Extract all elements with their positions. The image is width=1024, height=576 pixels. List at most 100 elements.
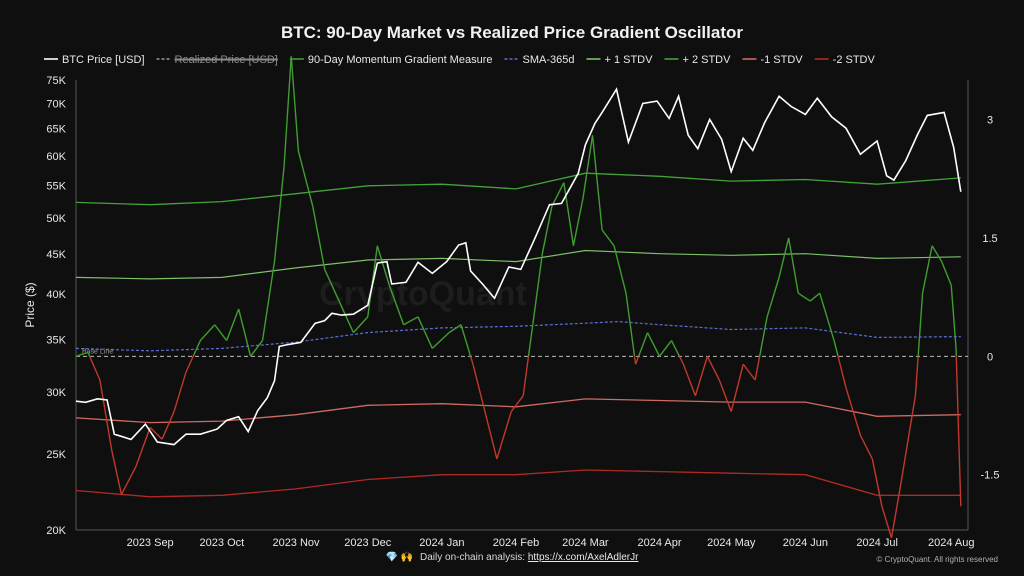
momentum-segment-26: [388, 285, 405, 325]
legend-label-7: -2 STDV: [833, 54, 876, 66]
momentum-segment-35: [510, 395, 524, 413]
momentum-segment-55: [730, 364, 744, 412]
y-axis-label: Price ($): [23, 282, 37, 327]
y-tick-label-8: 60K: [46, 151, 66, 163]
momentum-segment-45: [613, 245, 627, 294]
momentum-segment-8: [173, 371, 187, 412]
momentum-segment-47a: [634, 356, 640, 365]
y-tick-label-10: 70K: [46, 98, 66, 110]
momentum-segment-63: [819, 292, 835, 341]
btc-price-line: [75, 87, 962, 446]
x-tick-label-5: 2024 Feb: [493, 537, 539, 549]
momentum-segment-47b: [637, 332, 649, 357]
momentum-segment-10: [199, 324, 216, 341]
footer-link[interactable]: https://x.com/AxelAdlerJr: [528, 552, 639, 563]
y-tick-label-1: 25K: [46, 449, 66, 461]
momentum-segment-75: [950, 285, 957, 349]
momentum-segment-0: [75, 351, 89, 357]
x-tick-label-7: 2024 Apr: [637, 537, 681, 549]
momentum-segment-18: [290, 56, 300, 152]
momentum-segment-62: [809, 292, 821, 302]
x-tick-label-8: 2024 May: [707, 537, 756, 549]
y-tick-label-5: 45K: [46, 249, 66, 261]
y-tick-label-3: 35K: [46, 334, 66, 346]
y2-tick-label-0: 3: [987, 114, 993, 126]
momentum-segment-1b: [89, 356, 101, 381]
y2-tick-label-1: 1.5: [982, 233, 997, 245]
momentum-segment-72: [921, 245, 933, 294]
momentum-segment-33: [484, 411, 498, 460]
momentum-segment-9b: [192, 340, 201, 357]
momentum-segment-57b: [758, 316, 768, 357]
momentum-segment-69: [890, 482, 902, 539]
legend-label-1: Realized Price [USD]: [175, 54, 278, 66]
legend: BTC Price [USD] Realized Price [USD] 90-Da…: [44, 54, 875, 66]
sma-365d-line: [75, 320, 961, 352]
momentum-segment-73: [931, 245, 943, 262]
chart-title: BTC: 90-Day Market vs Realized Price Gra…: [281, 23, 743, 42]
x-tick-label-10: 2024 Jul: [856, 537, 898, 549]
momentum-segment-60: [787, 237, 799, 294]
legend-label-0: BTC Price [USD]: [62, 54, 145, 66]
momentum-segment-16: [273, 166, 285, 262]
momentum-segment-46a: [625, 293, 636, 357]
momentum-segment-76b: [955, 356, 962, 507]
left-axis-ticks: 20K 25K 30K 35K 40K 45K 50K 55K 60K 65K 70K 75K: [46, 75, 66, 537]
momentum-segment-38: [541, 206, 553, 254]
momentum-segment-59: [778, 237, 790, 278]
x-tick-label-0: 2023 Sep: [127, 537, 174, 549]
y-tick-label-0: 20K: [46, 525, 66, 537]
legend-label-2: 90-Day Momentum Gradient Measure: [308, 54, 493, 66]
momentum-segment-27: [403, 316, 419, 326]
momentum-segment-39: [551, 182, 565, 207]
momentum-segment-40: [563, 182, 575, 246]
minus-1-stdv-line: [75, 398, 961, 424]
momentum-segment-52a: [694, 356, 709, 396]
momentum-segment-36b: [527, 324, 534, 357]
watermark: CryptoQuant: [319, 275, 527, 313]
legend-label-4: + 1 STDV: [604, 54, 653, 66]
momentum-segment-9a: [185, 356, 194, 373]
momentum-segment-15: [261, 261, 276, 341]
baseline-label: Base Line: [82, 348, 113, 355]
momentum-segment-50b: [678, 356, 685, 365]
momentum-segment-65: [845, 387, 862, 436]
momentum-segment-37: [532, 253, 544, 325]
momentum-series: [75, 56, 962, 539]
momentum-segment-74: [941, 261, 952, 286]
momentum-segment-12: [226, 308, 240, 341]
momentum-segment-66: [859, 434, 873, 460]
copyright: © CryptoQuant. All rights reserved: [877, 555, 999, 564]
momentum-segment-70: [900, 395, 917, 483]
momentum-segment-57a: [754, 356, 761, 381]
x-tick-label-4: 2024 Jan: [419, 537, 464, 549]
x-tick-label-9: 2024 Jun: [783, 537, 828, 549]
minus-2-stdv-line: [75, 469, 961, 498]
momentum-segment-71b: [917, 293, 924, 357]
momentum-segment-48: [646, 332, 661, 357]
x-axis-ticks: 2023 Sep 2023 Oct 2023 Nov 2023 Dec 2024 Jan…: [127, 537, 975, 549]
y-tick-label-6: 50K: [46, 213, 66, 225]
legend-label-3: SMA-365d: [522, 54, 574, 66]
momentum-segment-56: [742, 363, 756, 381]
momentum-segment-64b: [837, 356, 847, 389]
footer-icons: 💎 🙌: [386, 551, 414, 563]
momentum-segment-5: [135, 427, 151, 468]
y2-tick-label-3: -1.5: [981, 470, 1000, 482]
x-tick-label-1: 2023 Oct: [200, 537, 245, 549]
momentum-segment-20: [312, 206, 326, 270]
legend-label-5: + 2 STDV: [682, 54, 731, 66]
footer: 💎 🙌 Daily on-chain analysis: https://x.c…: [386, 551, 640, 563]
momentum-segment-22: [338, 300, 355, 333]
momentum-segment-7: [161, 411, 175, 440]
momentum-segment-11: [214, 324, 228, 341]
footer-text: Daily on-chain analysis:: [420, 552, 528, 563]
momentum-segment-44: [601, 229, 615, 247]
momentum-segment-61: [797, 292, 811, 302]
momentum-segment-28: [417, 316, 433, 349]
momentum-segment-64a: [833, 340, 839, 357]
x-tick-label-6: 2024 Mar: [562, 537, 609, 549]
momentum-segment-67: [871, 458, 883, 507]
y-tick-label-4: 40K: [46, 289, 66, 301]
